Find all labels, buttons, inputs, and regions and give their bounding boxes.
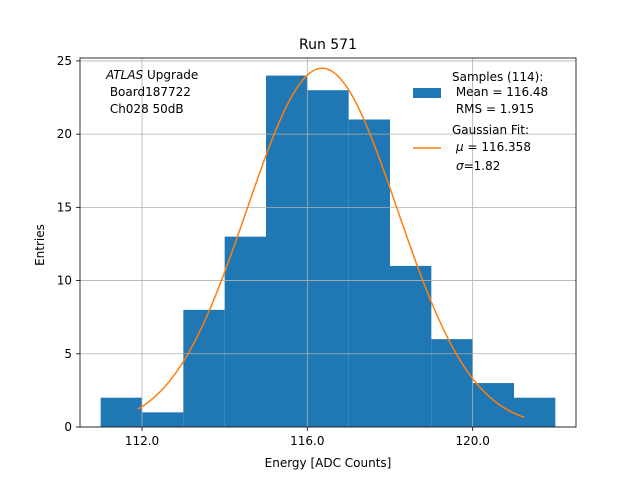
y-tick-label: 15 — [57, 200, 72, 214]
annotation-channel: Ch028 50dB — [106, 102, 184, 116]
svg-text:μ = 116.358: μ = 116.358 — [455, 140, 531, 154]
legend-samples-title: Samples (114): — [452, 70, 543, 84]
annotation-atlas: ATLAS — [105, 68, 144, 82]
histogram-bar — [100, 397, 142, 427]
y-tick-label: 10 — [57, 274, 72, 288]
legend-fit-title: Gaussian Fit: — [452, 123, 529, 137]
legend-fit-sigma-symbol: σ — [456, 159, 464, 173]
y-tick-label: 5 — [64, 347, 72, 361]
annotation-text: ATLAS Upgrade Board187722 Ch028 50dB — [105, 68, 198, 116]
svg-text:σ=1.82: σ=1.82 — [456, 159, 500, 173]
legend-fit-sigma-value: =1.82 — [464, 159, 501, 173]
legend-samples-mean: Mean = 116.48 — [452, 85, 548, 99]
x-tick-label: 120.0 — [455, 434, 489, 448]
y-tick-label: 0 — [64, 420, 72, 434]
histogram-bar — [431, 339, 473, 427]
histogram-bar — [307, 90, 349, 427]
histogram-bar — [390, 265, 432, 427]
histogram-bar — [348, 119, 390, 427]
legend: Samples (114): Mean = 116.48 RMS = 1.915… — [413, 70, 548, 173]
histogram-bar — [224, 236, 266, 427]
legend-fit-mu-value: = 116.358 — [464, 140, 531, 154]
chart-title: Run 571 — [299, 37, 357, 53]
histogram-bar — [142, 412, 184, 427]
legend-fit-mu-symbol: μ — [455, 140, 464, 154]
legend-samples-swatch — [413, 88, 441, 98]
axes-frame — [79, 57, 577, 428]
histogram-bar — [183, 309, 225, 427]
x-tick-label: 116.0 — [290, 434, 324, 448]
y-tick-label: 20 — [57, 127, 72, 141]
histogram-bar — [514, 397, 556, 427]
histogram-bar — [266, 75, 308, 428]
gaussian-fit-line — [137, 67, 525, 419]
histogram-bar — [472, 383, 514, 427]
svg-text:ATLAS Upgrade: ATLAS Upgrade — [105, 68, 198, 82]
plot-area: 112.0 116.0 120.0 0 5 10 15 20 25 — [57, 54, 577, 448]
x-tick-label: 112.0 — [125, 434, 159, 448]
legend-samples-rms: RMS = 1.915 — [452, 102, 534, 116]
annotation-upgrade: Upgrade — [143, 68, 198, 82]
x-axis-label: Energy [ADC Counts] — [265, 456, 392, 470]
y-axis-label: Entries — [33, 224, 47, 266]
y-tick-label: 25 — [57, 54, 72, 68]
annotation-board: Board187722 — [106, 85, 191, 99]
